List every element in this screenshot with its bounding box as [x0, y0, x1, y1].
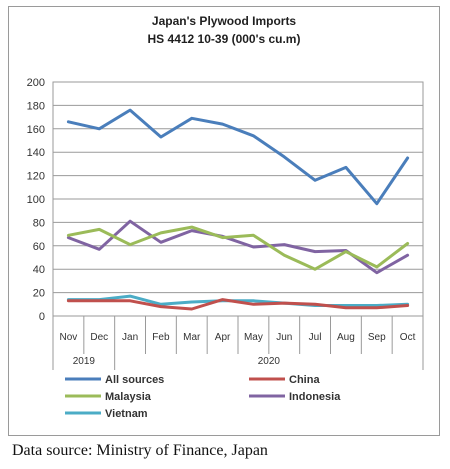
data-source-note: Data source: Ministry of Finance, Japan — [12, 442, 268, 459]
x-tick-label: May — [244, 332, 263, 343]
y-tick-label: 100 — [27, 194, 45, 206]
y-tick-label: 80 — [33, 217, 45, 229]
gridlines — [53, 104, 423, 294]
legend-label: Malaysia — [105, 391, 152, 403]
x-tick-label: Nov — [60, 332, 78, 343]
x-tick-label: Sep — [368, 332, 386, 343]
legend: All sources China Malaysia Indonesia Vietnam — [65, 374, 341, 420]
year-label: 2020 — [258, 356, 281, 367]
series-line-malaysia — [66, 225, 410, 271]
line-chart: Japan's Plywood Imports HS 4412 10-39 (0… — [27, 14, 424, 420]
x-tick-label: Apr — [215, 332, 231, 343]
chart-title: Japan's Plywood Imports — [152, 14, 297, 28]
x-tick-label: Jan — [122, 332, 138, 343]
y-tick-label: 140 — [27, 147, 45, 159]
y-tick-label: 180 — [27, 100, 45, 112]
y-tick-label: 40 — [33, 264, 45, 276]
year-label: 2019 — [73, 356, 96, 367]
y-tick-label: 120 — [27, 171, 45, 183]
legend-label: Indonesia — [289, 391, 341, 403]
chart-subtitle: HS 4412 10-39 (000's cu.m) — [148, 32, 301, 46]
x-tick-label: Jul — [309, 332, 322, 343]
y-tick-label: 20 — [33, 288, 45, 300]
y-tick-label: 200 — [27, 77, 45, 89]
y-axis: 0 20 40 60 80 100 120 140 160 180 200 — [27, 77, 45, 323]
legend-label: All sources — [105, 374, 164, 386]
legend-label: Vietnam — [105, 408, 148, 420]
y-tick-label: 60 — [33, 241, 45, 253]
series-lines — [66, 108, 410, 311]
x-tick-label: Dec — [90, 332, 108, 343]
legend-label: China — [289, 374, 320, 386]
x-tick-label: Aug — [337, 332, 355, 343]
y-tick-label: 0 — [39, 311, 45, 323]
y-tick-label: 160 — [27, 124, 45, 136]
chart-frame: Japan's Plywood Imports HS 4412 10-39 (0… — [8, 6, 440, 436]
series-line-china — [66, 298, 410, 311]
series-line-all-sources — [66, 108, 410, 206]
x-tick-label: Oct — [400, 332, 416, 343]
x-tick-label: Jun — [276, 332, 292, 343]
x-tick-label: Feb — [152, 332, 170, 343]
x-axis: Nov Dec Jan Feb Mar Apr May Jun Jul Aug Sep Oct 2019… — [52, 316, 424, 370]
x-tick-label: Mar — [183, 332, 201, 343]
